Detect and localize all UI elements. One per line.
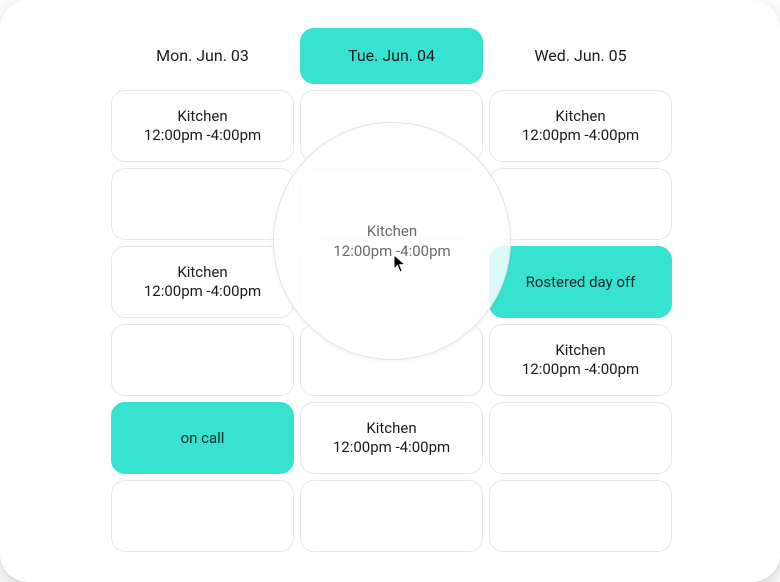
schedule-cell-line1: Kitchen: [177, 263, 227, 282]
schedule-cell-line2: 12:00pm -4:00pm: [522, 360, 639, 379]
schedule-cell[interactable]: [489, 480, 672, 552]
day-header[interactable]: Mon. Jun. 03: [111, 28, 294, 84]
schedule-cell-line2: 12:00pm -4:00pm: [144, 126, 261, 145]
schedule-cell[interactable]: [300, 324, 483, 396]
schedule-cell[interactable]: [489, 402, 672, 474]
schedule-cell-line1: Kitchen: [366, 419, 416, 438]
schedule-cell[interactable]: [300, 480, 483, 552]
schedule-cell[interactable]: [111, 480, 294, 552]
day-header[interactable]: Wed. Jun. 05: [489, 28, 672, 84]
schedule-frame: Mon. Jun. 03 Tue. Jun. 04 Wed. Jun. 05 Kitc…: [0, 0, 780, 582]
schedule-cell[interactable]: [111, 324, 294, 396]
schedule-cell-line1: Rostered day off: [526, 273, 636, 292]
schedule-cell[interactable]: Kitchen12:00pm -4:00pm: [111, 246, 294, 318]
day-header-label: Wed. Jun. 05: [534, 46, 626, 66]
schedule-cell[interactable]: Rostered day off: [489, 246, 672, 318]
schedule-cell-line2: 12:00pm -4:00pm: [333, 438, 450, 457]
schedule-cell[interactable]: [300, 246, 483, 318]
schedule-cell[interactable]: [300, 90, 483, 162]
schedule-grid: Mon. Jun. 03 Tue. Jun. 04 Wed. Jun. 05 Kitc…: [111, 28, 671, 552]
schedule-cell[interactable]: Kitchen12:00pm -4:00pm: [300, 402, 483, 474]
schedule-cell[interactable]: Kitchen12:00pm -4:00pm: [111, 90, 294, 162]
schedule-cell[interactable]: on call: [111, 402, 294, 474]
schedule-cell[interactable]: Kitchen12:00pm -4:00pm: [489, 90, 672, 162]
schedule-cell[interactable]: [489, 168, 672, 240]
schedule-cell-line1: Kitchen: [555, 341, 605, 360]
day-header-label: Mon. Jun. 03: [156, 46, 249, 66]
day-header-label: Tue. Jun. 04: [348, 46, 435, 66]
schedule-cell-line1: Kitchen: [177, 107, 227, 126]
schedule-cell-line2: 12:00pm -4:00pm: [144, 282, 261, 301]
schedule-cell[interactable]: Kitchen12:00pm -4:00pm: [489, 324, 672, 396]
day-header[interactable]: Tue. Jun. 04: [300, 28, 483, 84]
schedule-cell[interactable]: [300, 168, 483, 240]
schedule-cell-line1: Kitchen: [555, 107, 605, 126]
schedule-cell-line2: 12:00pm -4:00pm: [522, 126, 639, 145]
schedule-cell-line1: on call: [181, 429, 225, 448]
schedule-cell[interactable]: [111, 168, 294, 240]
